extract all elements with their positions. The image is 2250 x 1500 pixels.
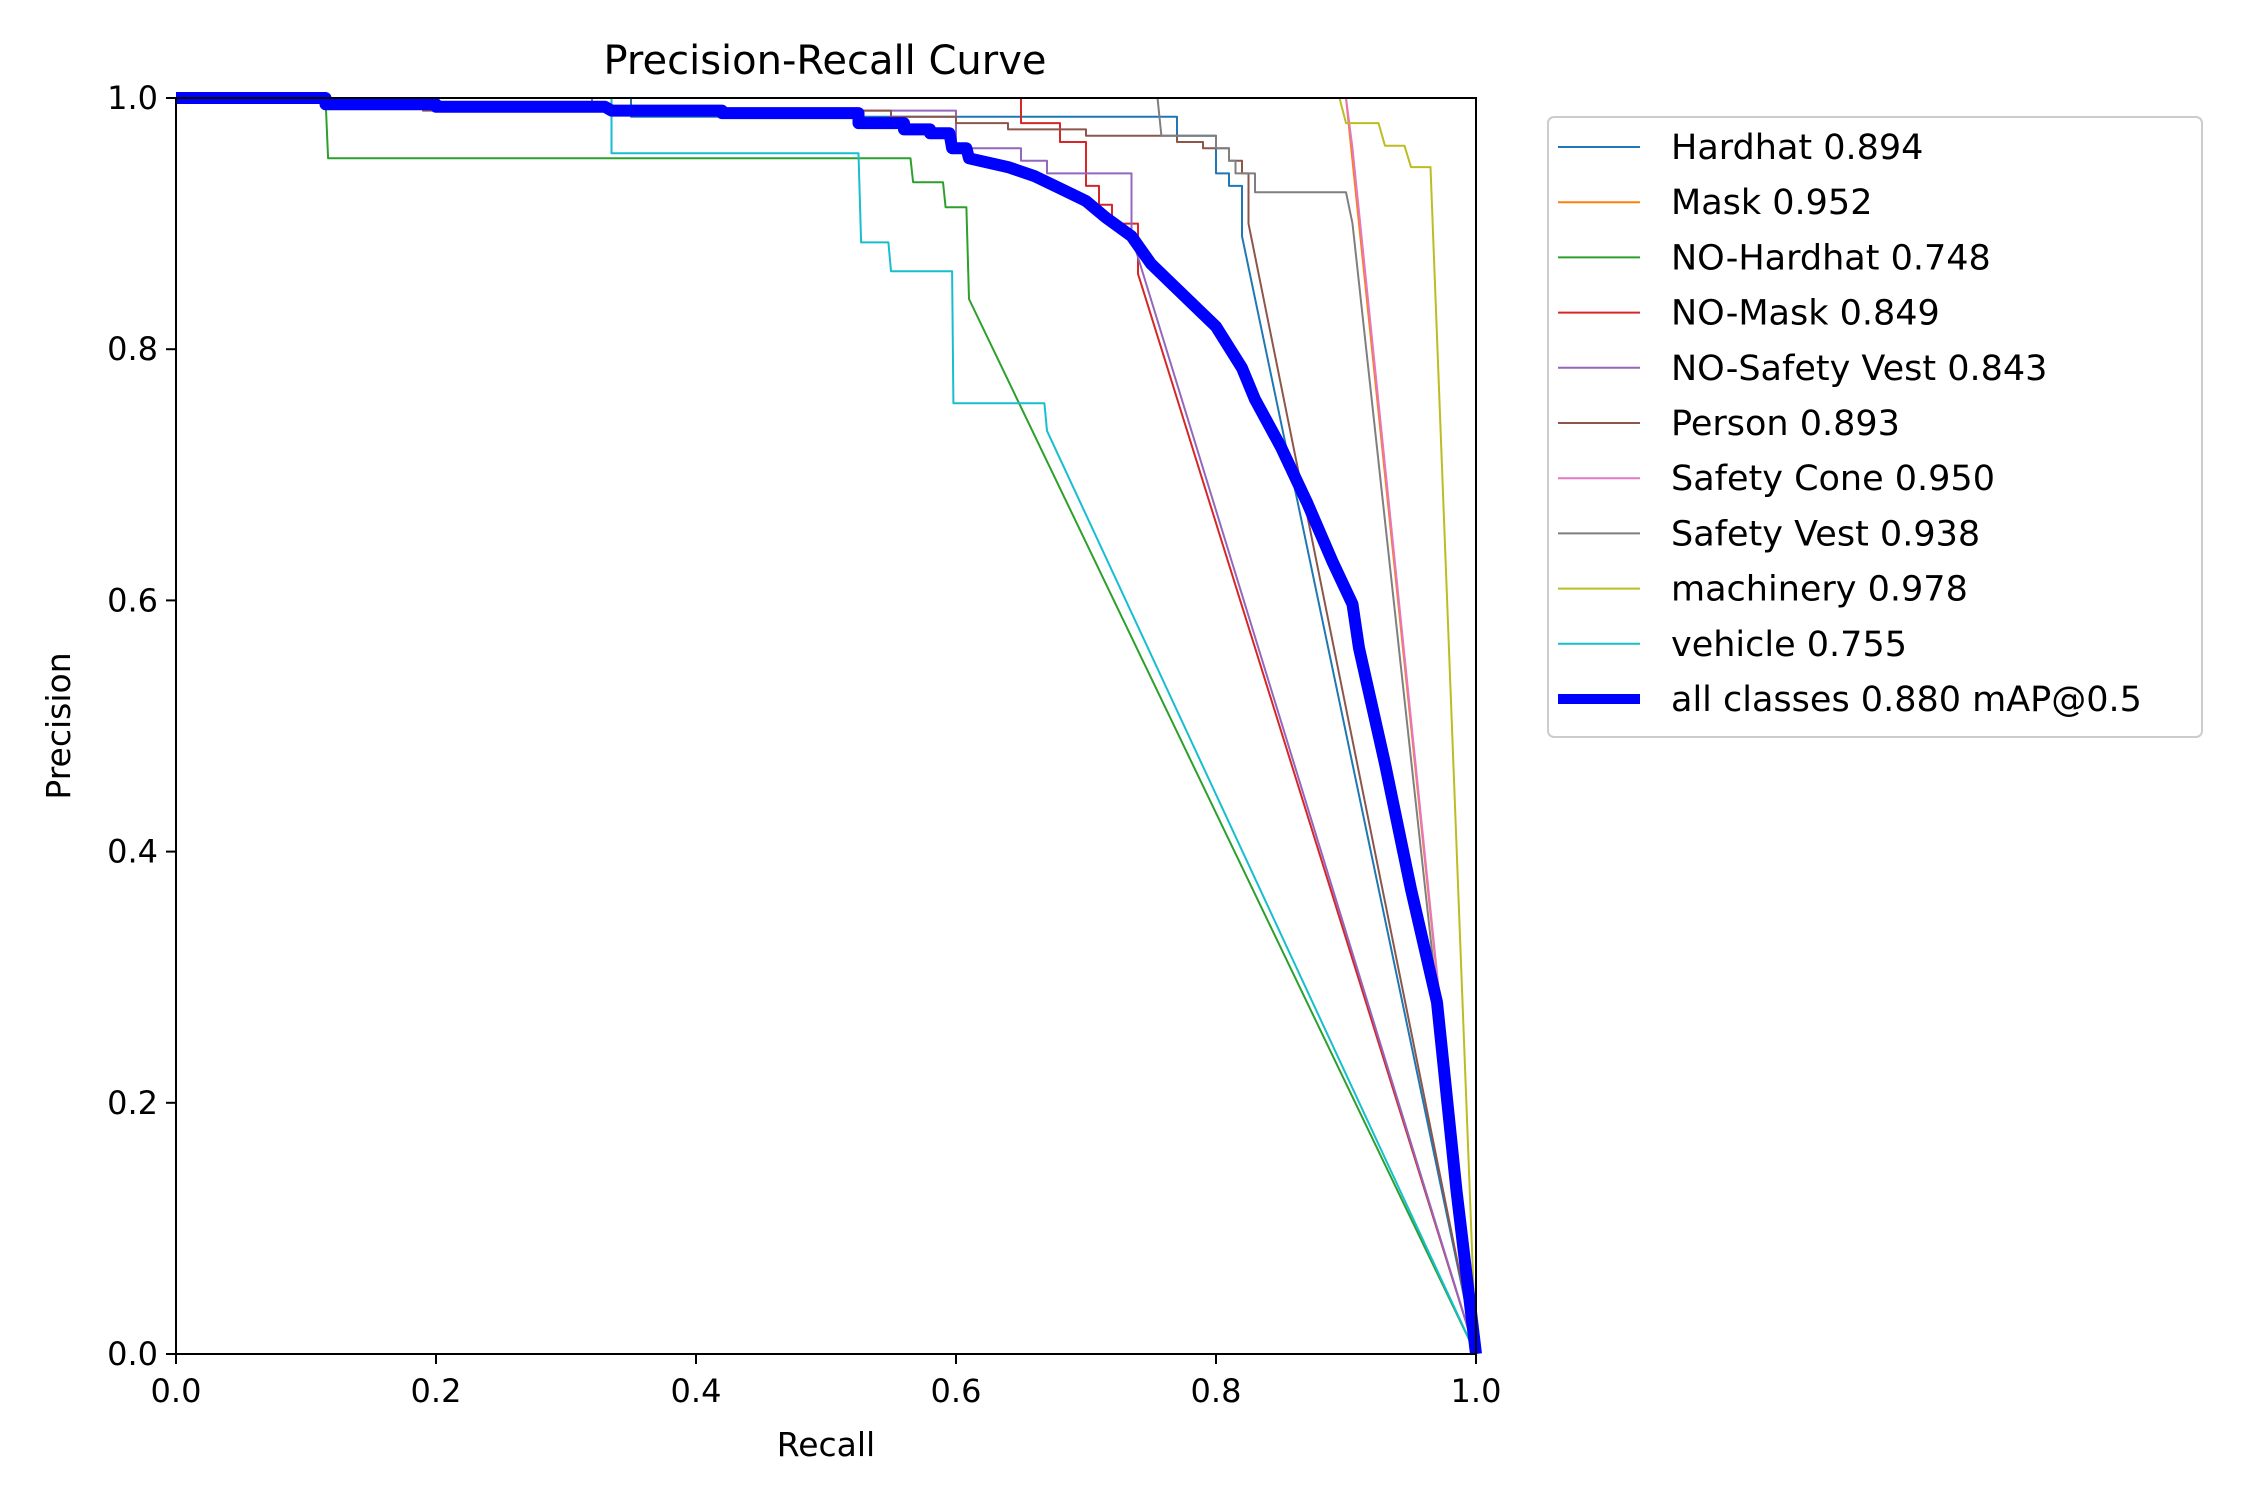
series-line-10 [176, 92, 1482, 1355]
x-axis-label: Recall [777, 1425, 875, 1464]
series-line-7 [176, 97, 1477, 1355]
y-tick-label: 0.2 [107, 1084, 158, 1122]
legend-label-7: Safety Vest 0.938 [1671, 514, 1980, 554]
legend-label-8: machinery 0.978 [1671, 570, 1968, 610]
series-line-5 [176, 97, 1477, 1355]
series-line-3 [176, 97, 1477, 1355]
legend-items: Hardhat 0.894 Mask 0.952 NO-Hardhat 0.748 N… [1558, 128, 2142, 720]
legend-label-3: NO-Mask 0.849 [1671, 294, 1940, 334]
y-axis-label: Precision [39, 652, 78, 799]
y-tick-label: 0.8 [107, 330, 158, 368]
x-tick-label: 0.6 [931, 1372, 982, 1410]
legend-frame [1547, 116, 2203, 738]
x-tick-label: 0.4 [671, 1372, 722, 1410]
y-tick-label: 0.0 [107, 1335, 158, 1373]
legend-label-1: Mask 0.952 [1671, 183, 1872, 223]
chart-title: Precision-Recall Curve [604, 38, 1047, 84]
legend: Hardhat 0.894 Mask 0.952 NO-Hardhat 0.748 N… [1547, 116, 2203, 738]
series-line-2 [176, 97, 1477, 1355]
x-tick-label: 1.0 [1451, 1372, 1502, 1410]
legend-label-5: Person 0.893 [1671, 404, 1900, 444]
x-tick-label: 0.0 [151, 1372, 202, 1410]
legend-label-10: all classes 0.880 mAP@0.5 [1671, 680, 2142, 720]
series-line-8 [176, 97, 1477, 1355]
y-tick-label: 0.4 [107, 833, 158, 871]
x-tick-label: 0.8 [1191, 1372, 1242, 1410]
plot-lines [176, 92, 1482, 1355]
legend-label-0: Hardhat 0.894 [1671, 128, 1923, 168]
x-tick-label: 0.2 [411, 1372, 462, 1410]
legend-label-6: Safety Cone 0.950 [1671, 459, 1995, 499]
plot-frame [175, 97, 1477, 1355]
legend-label-9: vehicle 0.755 [1671, 625, 1907, 665]
legend-label-2: NO-Hardhat 0.748 [1671, 238, 1991, 278]
x-axis-ticks: 0.0 0.2 0.4 0.6 0.8 1.0 [151, 1354, 1502, 1410]
y-tick-label: 0.6 [107, 581, 158, 619]
legend-label-4: NO-Safety Vest 0.843 [1671, 349, 2047, 389]
y-axis-ticks: 0.0 0.2 0.4 0.6 0.8 1.0 [107, 79, 176, 1373]
y-tick-label: 1.0 [107, 79, 158, 117]
series-line-9 [176, 97, 1477, 1355]
